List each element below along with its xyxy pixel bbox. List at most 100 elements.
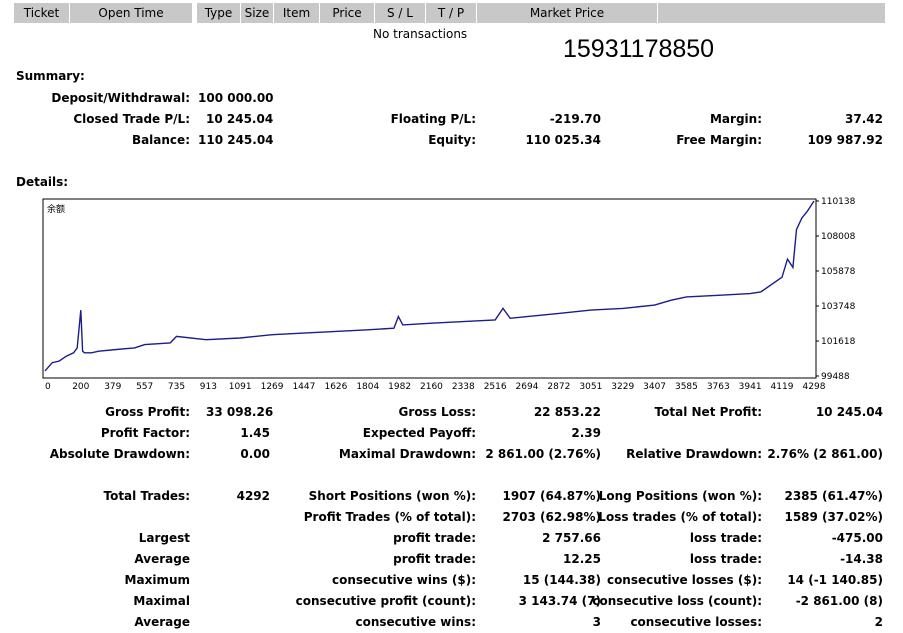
closed-pl-value: 10 245.04	[206, 112, 274, 126]
x-tick-label: 200	[72, 382, 89, 392]
max-cons-losses-label: consecutive losses ($):	[606, 573, 762, 587]
col-open-time[interactable]: Open Time	[70, 3, 193, 23]
x-tick-label: 3051	[579, 382, 602, 392]
total-net-label: Total Net Profit:	[654, 405, 762, 419]
x-tick-label: 1626	[324, 382, 347, 392]
y-tick-label: 108008	[821, 232, 856, 242]
x-tick-label: 1269	[261, 382, 284, 392]
long-positions-value: 2385 (61.47%)	[784, 489, 883, 503]
col-ticket[interactable]: Ticket	[14, 3, 70, 23]
balance-series-line	[44, 200, 815, 372]
largest-label: Largest	[138, 531, 190, 545]
x-tick-label: 4298	[803, 382, 826, 392]
margin-label: Margin:	[709, 112, 762, 126]
largest-profit-label: profit trade:	[393, 531, 476, 545]
y-tick-label: 101618	[821, 337, 856, 347]
chart-title: 余额	[47, 203, 65, 215]
x-tick-label: 1091	[229, 382, 252, 392]
col-tp[interactable]: T / P	[426, 3, 477, 23]
profit-factor-label: Profit Factor:	[100, 426, 190, 440]
average-loss-value: -14.38	[840, 552, 883, 566]
max-dd-value: 2 861.00 (2.76%)	[485, 447, 601, 461]
expected-payoff-label: Expected Payoff:	[362, 426, 476, 440]
rel-dd-label: Relative Drawdown:	[626, 447, 762, 461]
col-market-price[interactable]: Market Price	[477, 3, 658, 23]
x-tick-label: 1447	[292, 382, 315, 392]
free-margin-value: 109 987.92	[807, 133, 883, 147]
max-cons-wins-label: consecutive wins ($):	[331, 573, 476, 587]
y-tick-label: 103748	[821, 302, 856, 312]
x-tick-label: 0	[45, 382, 51, 392]
x-tick-label: 557	[136, 382, 153, 392]
total-trades-value: 4292	[236, 489, 270, 503]
x-tick-label: 379	[104, 382, 121, 392]
rel-dd-value: 2.76% (2 861.00)	[767, 447, 883, 461]
maximal-profit-label: consecutive profit (count):	[295, 594, 476, 608]
max-cons-wins-value: 15 (144.38)	[522, 573, 601, 587]
col-type[interactable]: Type	[197, 3, 241, 23]
average-profit-value: 12.25	[563, 552, 601, 566]
col-blank	[658, 3, 886, 23]
maximum-label: Maximum	[124, 573, 190, 587]
closed-pl-label: Closed Trade P/L:	[73, 112, 190, 126]
largest-loss-label: loss trade:	[689, 531, 762, 545]
no-transactions-text: No transactions	[373, 27, 468, 41]
x-tick-label: 1982	[388, 382, 411, 392]
maximal-loss-value: -2 861.00 (8)	[795, 594, 883, 608]
col-item[interactable]: Item	[274, 3, 320, 23]
average-label: Average	[134, 552, 190, 566]
gross-loss-value: 22 853.22	[533, 405, 601, 419]
abs-dd-label: Absolute Drawdown:	[49, 447, 190, 461]
balance-value: 110 245.04	[198, 133, 274, 147]
x-tick-label: 913	[200, 382, 217, 392]
y-tick-label: 99488	[821, 372, 850, 382]
balance-chart: 余额 0 200 379 557 735 913 1091 1269 1447 1626 1804 1…	[42, 197, 856, 392]
average-loss-label: loss trade:	[689, 552, 762, 566]
x-tick-label: 1804	[356, 382, 379, 392]
x-tick-label: 3229	[611, 382, 634, 392]
gross-profit-value: 33 098.26	[206, 405, 274, 419]
col-size[interactable]: Size	[241, 3, 274, 23]
floating-label: Floating P/L:	[390, 112, 476, 126]
maximal-loss-label: consecutive loss (count):	[592, 594, 762, 608]
average2-label: Average	[134, 615, 190, 629]
x-tick-label: 3941	[739, 382, 762, 392]
x-tick-label: 3407	[643, 382, 666, 392]
total-net-value: 10 245.04	[815, 405, 883, 419]
max-dd-label: Maximal Drawdown:	[338, 447, 476, 461]
avg-cons-losses-value: 2	[874, 615, 883, 629]
x-tick-label: 3585	[675, 382, 698, 392]
loss-trades-label: Loss trades (% of total):	[598, 510, 762, 524]
x-tick-label: 2694	[516, 382, 539, 392]
x-tick-label: 2516	[484, 382, 507, 392]
gross-profit-label: Gross Profit:	[105, 405, 190, 419]
average-profit-label: profit trade:	[393, 552, 476, 566]
max-cons-losses-value: 14 (-1 140.85)	[787, 573, 883, 587]
equity-label: Equity:	[428, 133, 476, 147]
largest-profit-value: 2 757.66	[542, 531, 601, 545]
x-tick-label: 735	[168, 382, 185, 392]
expected-payoff-value: 2.39	[571, 426, 601, 440]
x-tick-label: 3763	[707, 382, 730, 392]
y-tick-label: 105878	[821, 267, 856, 277]
x-tick-label: 4119	[771, 382, 794, 392]
account-number: 15931178850	[563, 35, 715, 63]
details-title: Details:	[16, 175, 69, 189]
deposit-label: Deposit/Withdrawal:	[51, 91, 190, 105]
floating-value: -219.70	[549, 112, 601, 126]
x-tick-label: 2160	[420, 382, 443, 392]
maximal-label: Maximal	[133, 594, 190, 608]
balance-label: Balance:	[131, 133, 190, 147]
col-price[interactable]: Price	[320, 3, 375, 23]
margin-value: 37.42	[845, 112, 883, 126]
maximal-profit-value: 3 143.74 (7)	[518, 594, 601, 608]
gross-loss-label: Gross Loss:	[398, 405, 476, 419]
x-tick-label: 2872	[547, 382, 570, 392]
profit-trades-value: 2703 (62.98%)	[502, 510, 601, 524]
abs-dd-value: 0.00	[240, 447, 270, 461]
x-tick-label: 2338	[452, 382, 475, 392]
profit-trades-label: Profit Trades (% of total):	[303, 510, 476, 524]
col-sl[interactable]: S / L	[375, 3, 426, 23]
avg-cons-losses-label: consecutive losses:	[630, 615, 762, 629]
summary-title: Summary:	[16, 69, 85, 83]
